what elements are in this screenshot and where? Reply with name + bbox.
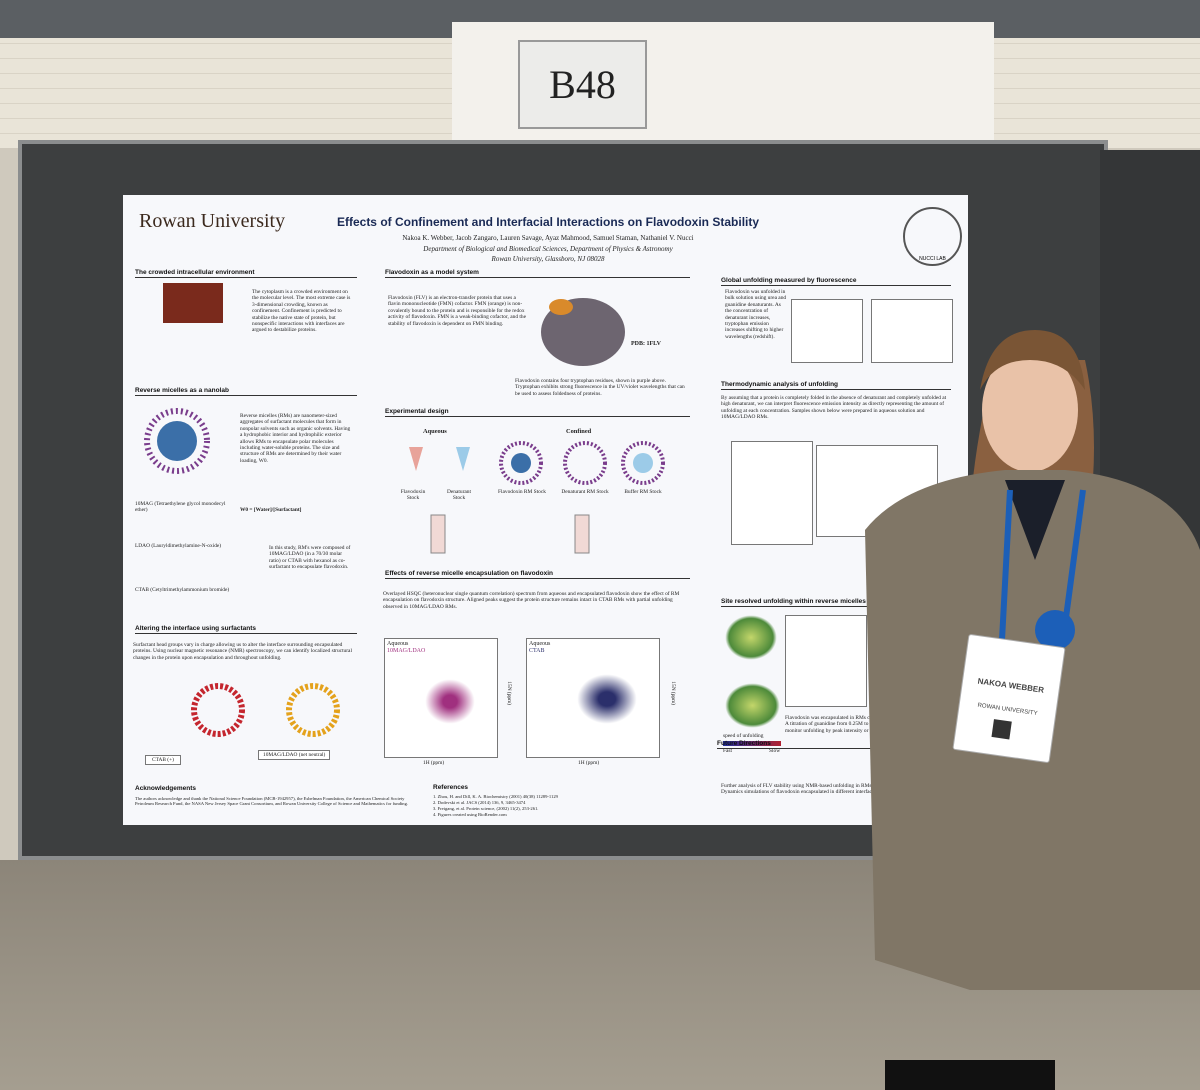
section-text: Further analysis of FLV stability using … xyxy=(721,783,948,796)
section-heading: Future Directions xyxy=(717,740,947,749)
ack-heading: Acknowledgements xyxy=(135,785,197,792)
surfactant-label: LDAO (Lauryldimethylamine-N-oxide) xyxy=(135,543,222,549)
spectrum-legend: 10MAG/LDAO xyxy=(387,648,426,654)
section-heading: Global unfolding measured by fluorescenc… xyxy=(721,277,951,286)
section-heading: Thermodynamic analysis of unfolding xyxy=(721,381,951,390)
section-heading: Flavodoxin as a model system xyxy=(385,269,690,278)
study-text: In this study, RM's were composed of 10M… xyxy=(269,545,351,571)
design-group: Aqueous xyxy=(423,428,447,435)
pdb-label: PDB: 1FLV xyxy=(631,341,661,347)
design-label: Denaturant RM Stock xyxy=(561,489,609,495)
spectrum: Aqueous CTAB xyxy=(526,638,660,758)
scale-label: speed of unfolding xyxy=(723,733,764,739)
micelle-figure xyxy=(144,408,210,474)
scale-bar xyxy=(723,741,781,746)
section-heading: Experimental design xyxy=(385,408,690,417)
reference: 2. Dodevski et al. JACS (2014) 136, 9, 3… xyxy=(433,800,526,805)
badge-org: ROWAN UNIVERSITY xyxy=(977,702,1038,718)
section-heading: Reverse micelles as a nanolab xyxy=(135,387,357,396)
design-figure xyxy=(409,441,665,554)
interface-figure xyxy=(191,683,340,737)
axis-label: 1H (ppm) xyxy=(578,760,600,766)
section-heading: Effects of reverse micelle encapsulation… xyxy=(385,570,690,579)
reference: 3. Freigang, et al. Protein science, (20… xyxy=(433,806,539,811)
peaks xyxy=(425,679,475,724)
interface-label: 10MAG/LDAO (net neutral) xyxy=(258,750,331,761)
lab-logo: NUCCI LAB xyxy=(903,207,962,266)
spectrum-legend: CTAB xyxy=(529,648,545,654)
section-heading: Site resolved unfolding within reverse m… xyxy=(721,598,951,607)
badge-name: NAKOA WEBBER xyxy=(977,676,1045,695)
ref-heading: References xyxy=(433,784,469,791)
axis-label: 15N (ppm) xyxy=(506,681,513,706)
peaks xyxy=(577,674,637,724)
scale-label: Slow xyxy=(769,748,781,754)
fluorescence-plot xyxy=(871,299,953,363)
reference: 1. Zhou, H. and Dill, K. A. Biochemistry… xyxy=(433,794,558,799)
surfactant-label: CTAB (Cetyltrimethylammonium bromide) xyxy=(135,587,230,593)
section-text: Surfactant head groups vary in charge al… xyxy=(133,642,352,661)
protein-figure xyxy=(541,298,625,366)
authors: Nakoa K. Webber, Jacob Zangaro, Lauren S… xyxy=(402,234,694,242)
section-heading: The crowded intracellular environment xyxy=(135,269,357,278)
structure-figure xyxy=(725,683,780,728)
design-label: Flavodoxin RM Stock xyxy=(498,489,546,495)
design-label: Denaturant Stock xyxy=(447,489,471,502)
name-badge: NAKOA WEBBER ROWAN UNIVERSITY xyxy=(952,633,1066,764)
design-label: Buffer RM Stock xyxy=(624,489,662,495)
scale-label: Fast xyxy=(723,748,732,754)
section-text: Overlayed HSQC (heteronuclear single qua… xyxy=(383,591,680,610)
section-text: Flavodoxin was encapsulated in RMs conta… xyxy=(785,715,934,734)
design-group: Confined xyxy=(566,428,592,435)
structure-figure xyxy=(725,615,777,660)
fluorescence-plot xyxy=(791,299,863,363)
section-text: Reverse micelles (RMs) are nanometer-siz… xyxy=(240,413,351,464)
spectrum-legend: Aqueous xyxy=(387,641,409,647)
affiliation: Rowan University, Glassboro, NJ 08028 xyxy=(491,255,605,263)
surfactant-label: 10MAG (Tetraethylene glycol monodecyl et… xyxy=(135,501,226,514)
reference: 4. Figures created using BioRender.com xyxy=(433,812,507,817)
interface-label: CTAB (+) xyxy=(145,755,181,766)
axis-label: 15N (ppm) xyxy=(670,681,677,706)
section-text: Flavodoxin was unfolded in bulk solution… xyxy=(725,289,787,340)
department: Department of Biological and Biomedical … xyxy=(423,245,673,253)
booth-sign: B48 xyxy=(518,40,647,129)
section-text: Flavodoxin (FLV) is an electron-transfer… xyxy=(388,295,526,327)
design-label: Flavodoxin Stock xyxy=(400,489,426,502)
figure xyxy=(163,283,223,323)
badge-qr xyxy=(991,719,1012,740)
spectrum: Aqueous 10MAG/LDAO xyxy=(384,638,498,758)
section-heading: Altering the interface using surfactants xyxy=(135,625,357,634)
section-text: By assuming that a protein is completely… xyxy=(721,395,947,421)
poster-title: Effects of Confinement and Interfacial I… xyxy=(336,215,760,229)
poster: Rowan University Effects of Confinement … xyxy=(123,195,968,825)
ack-text: The authors acknowledge and thank the Na… xyxy=(135,796,409,807)
axis-label: 1H (ppm) xyxy=(423,760,445,766)
section-text: The cytoplasm is a crowded environment o… xyxy=(252,289,351,334)
thermo-plot xyxy=(731,441,813,545)
section-text: Flavodoxin contains four tryptophan resi… xyxy=(515,378,685,397)
logo: Rowan University xyxy=(139,210,286,232)
nmr-plot xyxy=(785,615,867,707)
spectrum-legend: Aqueous xyxy=(529,641,551,647)
w0-equation: W0 = [Water]/[Surfactant] xyxy=(240,507,302,513)
